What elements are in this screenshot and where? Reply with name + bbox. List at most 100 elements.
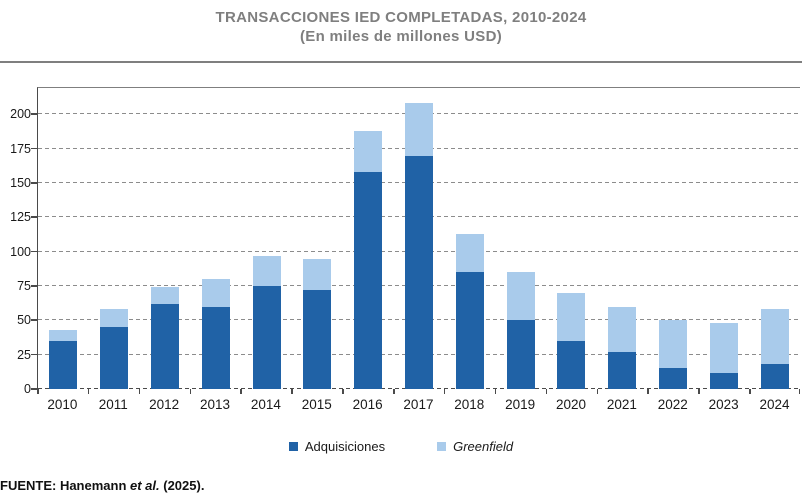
bar-2024-adquisiciones [760, 364, 789, 389]
legend-item-adquisiciones: Adquisiciones [288, 439, 386, 454]
bar-2020-adquisiciones [557, 340, 586, 389]
bar-slot-2024 [749, 88, 800, 389]
legend: Adquisiciones Greenfield [0, 439, 802, 454]
bar-2023 [709, 323, 738, 389]
bar-2010-greenfield [49, 330, 78, 341]
bar-slot-2020 [546, 88, 597, 389]
y-tick-200 [31, 113, 37, 115]
title-block: TRANSACCIONES IED COMPLETADAS, 2010-2024… [0, 8, 802, 46]
x-tick-7 [393, 389, 395, 394]
plot-area [37, 87, 800, 389]
bar-2022-greenfield [658, 320, 687, 369]
bar-2012-adquisiciones [150, 303, 179, 389]
source-etal: et al. [130, 478, 160, 493]
bar-2023-greenfield [709, 323, 738, 373]
bars [38, 88, 800, 389]
bar-2019-greenfield [506, 272, 535, 321]
x-tick-4 [240, 389, 242, 394]
y-label-200: 200 [10, 107, 31, 122]
x-tick-0 [37, 389, 39, 394]
bar-2014-greenfield [252, 255, 281, 287]
bar-2017 [404, 103, 433, 389]
bar-slot-2016 [343, 88, 394, 389]
y-tick-75 [31, 285, 37, 287]
title-divider [0, 61, 802, 63]
bar-2018 [455, 233, 484, 389]
greenfield-swatch [437, 442, 447, 451]
bar-2011 [100, 309, 129, 389]
bar-2015-adquisiciones [303, 290, 332, 389]
y-tick-25 [31, 353, 37, 356]
bar-2010 [49, 330, 78, 389]
x-tick-2 [138, 389, 141, 394]
bar-slot-2011 [89, 88, 140, 389]
x-axis: 2010 2011 2012 2013 2014 2015 2016 2017 2018 2019… [37, 397, 800, 412]
y-label-175: 175 [10, 141, 31, 156]
bar-2017-adquisiciones [404, 155, 433, 389]
x-label-2013: 2013 [199, 397, 231, 412]
y-label-125: 125 [10, 210, 31, 225]
y-label-50: 50 [17, 313, 31, 328]
adquisiciones-label: Adquisiciones [304, 439, 386, 454]
bar-slot-2018 [444, 88, 495, 389]
bar-slot-2023 [698, 88, 749, 389]
x-tick-15 [798, 389, 800, 394]
bar-2022-adquisiciones [658, 368, 687, 389]
x-label-2021: 2021 [606, 397, 637, 412]
bar-2010-adquisiciones [49, 340, 78, 389]
legend-item-greenfield: Greenfield [437, 439, 513, 454]
bar-2021-adquisiciones [608, 351, 637, 389]
x-label-2018: 2018 [454, 397, 485, 412]
greenfield-label: Greenfield [453, 439, 514, 454]
bar-2014 [252, 255, 281, 389]
x-label-2020: 2020 [556, 397, 587, 412]
bar-2011-adquisiciones [100, 327, 129, 389]
y-tick-0 [31, 388, 37, 390]
bar-2018-adquisiciones [455, 272, 484, 389]
x-tick-13 [698, 389, 700, 394]
y-tick-175 [31, 147, 37, 150]
x-tick-12 [647, 389, 649, 394]
bar-slot-2022 [648, 88, 699, 389]
bar-slot-2019 [495, 88, 546, 389]
x-label-2019: 2019 [505, 397, 536, 412]
x-tick-14 [749, 389, 751, 394]
source-note: FUENTE: Hanemann et al. (2025). [0, 478, 204, 493]
x-label-2016: 2016 [352, 397, 383, 412]
bar-slot-2017 [394, 88, 445, 389]
x-label-2015: 2015 [301, 397, 332, 412]
bar-2022 [658, 320, 687, 389]
bar-2021-greenfield [608, 306, 637, 352]
adquisiciones-swatch [288, 442, 298, 451]
x-tick-9 [494, 389, 497, 394]
x-label-2017: 2017 [403, 397, 434, 412]
bar-2019-adquisiciones [506, 320, 535, 389]
bar-2013-greenfield [201, 279, 230, 307]
source-prefix: FUENTE: Hanemann [0, 478, 131, 493]
x-label-2014: 2014 [250, 397, 281, 412]
bar-2020 [557, 292, 586, 389]
bar-2017-greenfield [404, 103, 433, 156]
bar-2012-greenfield [150, 287, 179, 304]
bar-2011-greenfield [100, 309, 129, 328]
y-label-100: 100 [10, 244, 31, 259]
bar-2016-greenfield [354, 130, 383, 173]
y-tick-100 [31, 250, 37, 253]
bar-slot-2021 [597, 88, 648, 389]
y-tick-150 [31, 182, 37, 184]
x-label-2024: 2024 [759, 397, 790, 412]
bar-2012 [150, 287, 179, 389]
bar-slot-2015 [292, 88, 343, 389]
x-tick-11 [596, 389, 599, 394]
y-label-150: 150 [10, 176, 31, 191]
bar-2024 [760, 309, 789, 389]
bar-2015-greenfield [303, 258, 332, 291]
x-label-2011: 2011 [98, 397, 128, 412]
x-label-2023: 2023 [708, 397, 739, 412]
bar-2013 [201, 279, 230, 389]
bar-2016 [354, 130, 383, 389]
bar-2015 [303, 258, 332, 389]
x-label-2022: 2022 [657, 397, 688, 412]
bar-slot-2012 [140, 88, 191, 389]
